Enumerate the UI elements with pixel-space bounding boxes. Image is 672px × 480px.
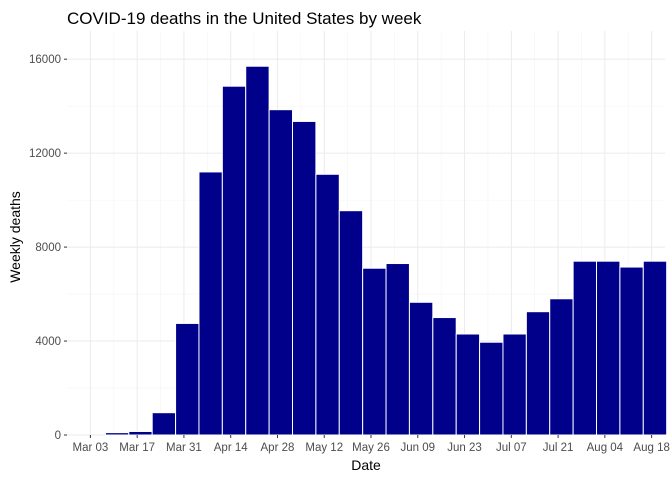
bar-2020-04-22: [245, 65, 270, 436]
bar-2020-05-20: [338, 210, 364, 436]
x-tick-label: May 12: [305, 442, 343, 454]
bar-2020-06-17: [432, 317, 457, 436]
x-tick-label: Apr 14: [214, 442, 248, 454]
y-tick-label: 16000: [29, 54, 61, 66]
bar-2020-07-29: [572, 260, 598, 436]
bar-2020-07-22: [549, 298, 574, 436]
bar-2020-07-01: [479, 341, 504, 436]
x-tick-label: Mar 03: [72, 442, 108, 454]
y-tick-label: 0: [55, 430, 61, 442]
x-axis-title: Date: [351, 457, 381, 473]
chart-title: COVID-19 deaths in the United States by …: [67, 9, 422, 28]
bar-2020-04-08: [198, 171, 223, 436]
bars: [104, 65, 668, 436]
x-tick-label: Mar 31: [166, 442, 202, 454]
x-tick-label: Aug 04: [587, 442, 624, 454]
bar-2020-04-01: [175, 322, 200, 436]
bar-2020-06-24: [455, 333, 481, 436]
bar-2020-06-03: [385, 263, 410, 436]
bar-2020-04-15: [221, 85, 247, 436]
bar-2020-03-25: [151, 412, 177, 436]
x-tick-label: Jun 23: [447, 442, 482, 454]
bar-2020-05-13: [315, 173, 340, 436]
bar-2020-03-18: [128, 430, 153, 436]
bar-2020-03-11: [104, 432, 130, 436]
y-tick-label: 8000: [35, 242, 61, 254]
bar-2020-07-15: [525, 311, 551, 436]
bar-2020-05-06: [292, 120, 317, 436]
bar-2020-05-27: [362, 267, 387, 436]
bar-2020-08-19: [642, 260, 668, 436]
bar-2020-08-12: [619, 266, 644, 436]
x-tick-label: May 26: [352, 442, 390, 454]
x-tick-label: Mar 17: [119, 442, 155, 454]
x-tick-label: Jun 09: [401, 442, 436, 454]
bar-2020-06-10: [408, 301, 434, 436]
bar-2020-07-08: [502, 333, 527, 436]
bar-2020-08-05: [596, 260, 621, 436]
x-tick-label: Jul 21: [543, 442, 574, 454]
y-axis-title: Weekly deaths: [7, 191, 23, 283]
x-tick-label: Apr 28: [261, 442, 295, 454]
y-tick-label: 12000: [29, 148, 61, 160]
x-tick-label: Aug 18: [633, 442, 669, 454]
bar-2020-04-29: [268, 109, 294, 436]
axes: 0 4000 8000 12000 16000 Mar 03 Mar 17 Mar 31 Apr…: [29, 54, 670, 454]
x-tick-label: Jul 07: [496, 442, 527, 454]
y-tick-label: 4000: [35, 336, 61, 348]
